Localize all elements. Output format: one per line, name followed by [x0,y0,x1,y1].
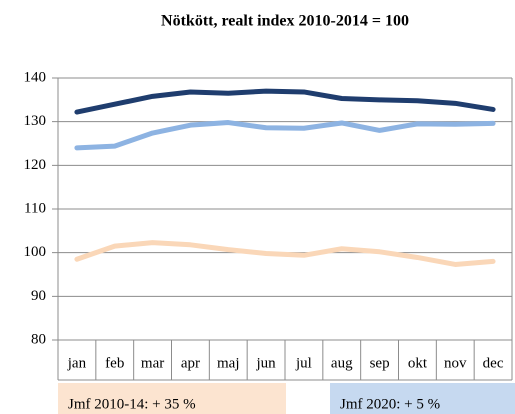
y-tick-label: 100 [24,244,47,260]
x-tick-label: jan [67,355,87,371]
x-tick-label: nov [444,355,467,371]
x-tick-label: jul [295,355,312,371]
x-tick-label: jun [255,355,276,371]
y-tick-label: 80 [31,331,46,347]
y-tick-label: 130 [24,113,47,129]
y-tick-label: 140 [24,69,47,85]
annotation-box [330,383,515,414]
x-tick-label: feb [105,355,124,371]
y-tick-label: 120 [24,157,47,173]
x-tick-label: maj [217,355,240,371]
line-series [74,88,496,115]
annotation: Jmf 2020: + 5 % [340,396,440,412]
y-tick-label: 90 [31,288,46,304]
y-tick-label: 110 [24,200,46,216]
x-tick-label: okt [408,355,428,371]
line-series [74,240,496,267]
line-series [74,120,496,151]
chart-title: Nötkött, realt index 2010-2014 = 100 [161,13,409,30]
x-tick-label: apr [181,355,200,371]
annotation: Jmf 2010-14: + 35 % [68,396,196,412]
x-tick-label: aug [331,355,353,371]
x-tick-label: dec [483,355,504,371]
x-tick-label: mar [141,355,164,371]
annotation-box [58,383,286,414]
x-tick-label: sep [370,355,390,371]
